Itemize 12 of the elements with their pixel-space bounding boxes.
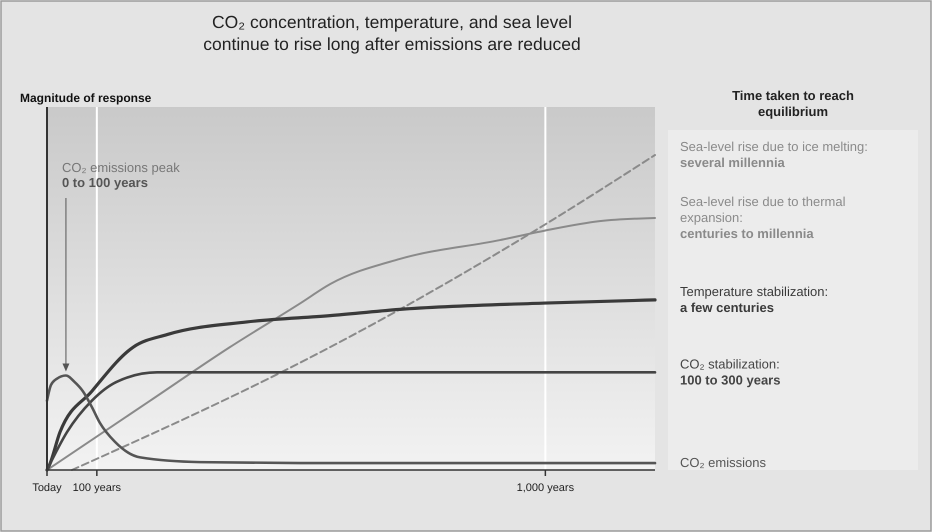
chart-title: CO₂ concentration, temperature, and sea level continue to rise long after emissions are reduced xyxy=(203,12,581,54)
series-label: Temperature stabilization: a few centuries xyxy=(680,284,828,315)
x-tick-label: 1,000 years xyxy=(516,482,575,494)
series-label: Sea-level rise due to ice melting: several millennia xyxy=(680,139,868,170)
series-label: CO₂ emissions xyxy=(680,455,766,470)
annotation: CO₂ emissions peak 0 to 100 years xyxy=(62,160,180,190)
series-label: CO₂ stabilization: 100 to 300 years xyxy=(680,356,780,388)
x-tick-label: 100 years xyxy=(72,482,122,494)
series-label: Sea-level rise due to thermal expansion: centuries to millennia xyxy=(680,194,846,241)
x-tick-label: Today xyxy=(32,482,62,494)
y-axis-title: Magnitude of response xyxy=(20,91,152,105)
legend-title: Time taken to reach equilibrium xyxy=(732,88,854,119)
